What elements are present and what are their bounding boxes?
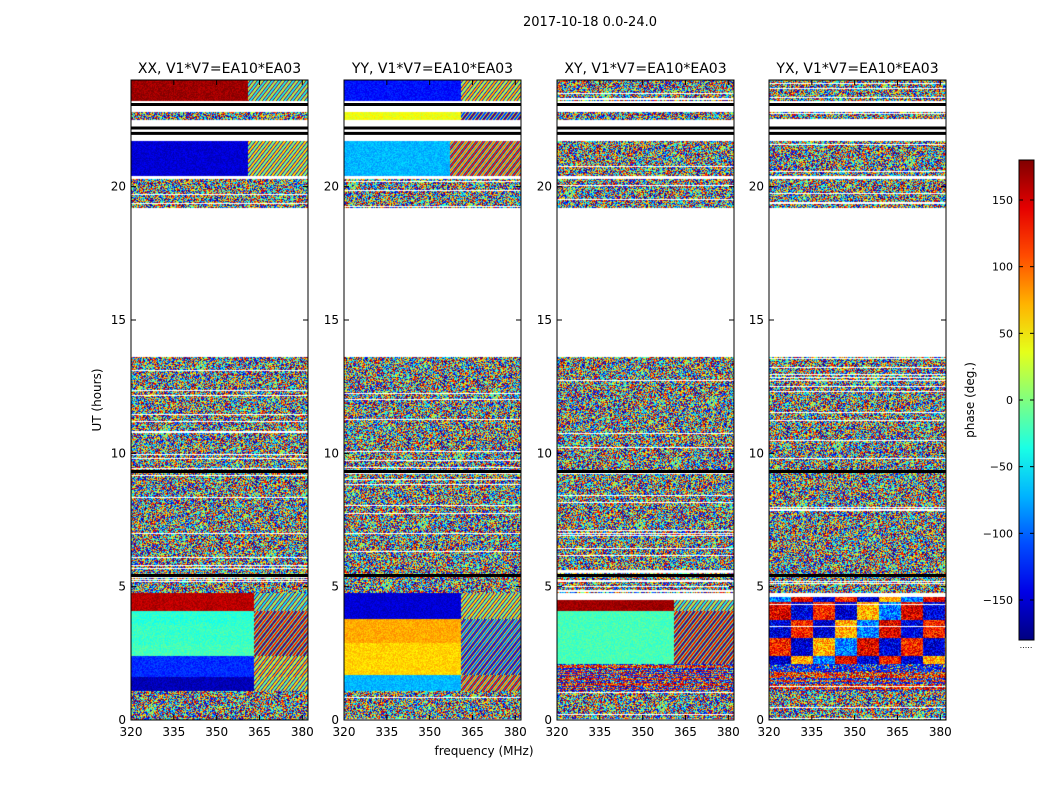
panel-3: XY, V1*V7=EA10*EA03 320 335 350 365 380 0 5 10 15… [537,61,740,739]
x-tick-label: 350 [631,725,654,739]
y-tick-label: 20 [537,180,552,194]
x-tick-label: 380 [929,725,952,739]
phase-raster [769,80,946,720]
colorbar-tick-label: 50 [999,327,1013,340]
y-tick-label: 5 [331,580,339,594]
y-tick-label: 0 [544,713,552,727]
colorbar: 150 100 50 0 −50 −100 −150 [983,159,1035,641]
x-tick-label: 365 [674,725,697,739]
x-tick-label: 350 [205,725,228,739]
colorbar-tick-label: −150 [983,594,1013,607]
y-tick-label: 15 [324,313,339,327]
panels-group: XX, V1*V7=EA10*EA03 320 335 350 365 380 0 5 10 15… [111,61,952,739]
phase-raster [344,80,521,720]
x-tick-label: 365 [461,725,484,739]
x-tick-label: 335 [800,725,823,739]
colorbar-extra-label: ..... [1020,641,1033,650]
y-tick-label: 5 [118,580,126,594]
y-tick-label: 15 [111,313,126,327]
phase-raster [131,80,308,720]
panel-frame [768,79,947,721]
panel-2: YY, V1*V7=EA10*EA03 320 335 350 365 380 0 5 10 15… [324,61,527,739]
y-tick-label: 0 [756,713,764,727]
y-tick-label: 15 [537,313,552,327]
x-tick-label: 365 [248,725,271,739]
colorbar-tick-label: 0 [1006,394,1013,407]
x-tick-label: 320 [546,725,569,739]
x-tick-label: 350 [843,725,866,739]
x-tick-label: 320 [758,725,781,739]
panel-title: YX, V1*V7=EA10*EA03 [775,61,938,77]
colorbar-tick-label: 100 [992,261,1013,274]
y-axis-label: UT (hours) [90,368,104,431]
y-tick-label: 20 [749,180,764,194]
x-tick-label: 380 [717,725,740,739]
y-tick-label: 5 [756,580,764,594]
y-tick-label: 0 [331,713,339,727]
panel-title: XY, V1*V7=EA10*EA03 [564,61,726,77]
panel-title: YY, V1*V7=EA10*EA03 [351,61,513,77]
y-tick-label: 20 [324,180,339,194]
panel-frame [556,79,735,721]
colorbar-tick-label: −50 [990,461,1013,474]
x-axis-label: frequency (MHz) [434,744,533,758]
y-tick-label: 20 [111,180,126,194]
y-tick-label: 10 [324,446,339,460]
figure-suptitle: 2017-10-18 0.0-24.0 [523,15,657,30]
panel-4: YX, V1*V7=EA10*EA03 320 335 350 365 380 0 5 10 15… [749,61,952,739]
x-tick-label: 380 [291,725,314,739]
y-tick-label: 0 [118,713,126,727]
y-tick-label: 10 [111,446,126,460]
panel-frame [343,79,522,721]
y-tick-label: 10 [749,446,764,460]
x-tick-label: 320 [333,725,356,739]
x-tick-label: 335 [375,725,398,739]
panel-1: XX, V1*V7=EA10*EA03 320 335 350 365 380 0 5 10 15… [111,61,314,739]
x-tick-label: 350 [418,725,441,739]
y-tick-label: 10 [537,446,552,460]
x-tick-label: 335 [162,725,185,739]
y-tick-label: 15 [749,313,764,327]
x-tick-label: 335 [588,725,611,739]
phase-raster [557,80,734,720]
panel-frame [130,79,309,721]
x-tick-label: 320 [120,725,143,739]
panel-title: XX, V1*V7=EA10*EA03 [138,61,301,77]
colorbar-label: phase (deg.) [963,362,977,438]
x-tick-label: 365 [886,725,909,739]
colorbar-tick-label: −100 [983,527,1013,540]
colorbar-tick-label: 150 [992,194,1013,207]
y-tick-label: 5 [544,580,552,594]
x-tick-label: 380 [504,725,527,739]
